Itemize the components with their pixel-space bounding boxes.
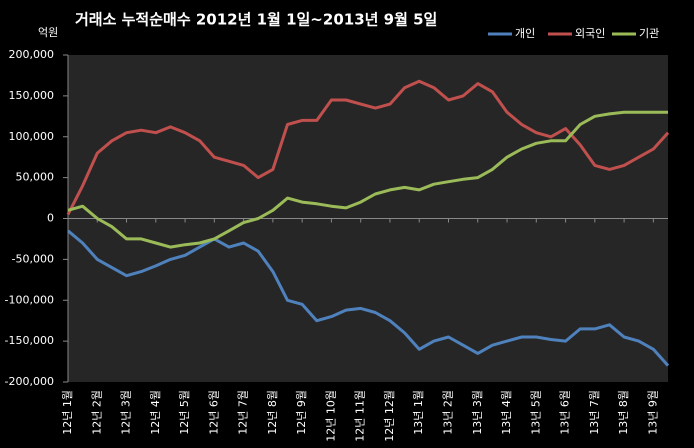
x-tick-label: 13년 9월	[646, 390, 659, 435]
series-line	[66, 79, 670, 216]
x-tick-label: 13년 3월	[471, 390, 484, 435]
x-tick-label: 13년 7월	[588, 390, 601, 435]
y-tick-label: -150,000	[5, 334, 54, 347]
legend-label: 개인	[515, 27, 535, 40]
y-tick-label: 150,000	[9, 89, 55, 102]
legend-label: 외국인	[575, 27, 605, 40]
x-tick-label: 13년 6월	[559, 390, 572, 435]
series-line	[67, 110, 668, 249]
x-tick-label: 12년 8월	[266, 390, 279, 435]
y-tick-label: -200,000	[5, 375, 54, 388]
series-line	[67, 229, 670, 367]
chart-title: 거래소 누적순매수 2012년 1월 1일~2013년 9월 5일	[75, 11, 437, 29]
y-unit: 억원	[38, 26, 58, 39]
y-tick-label: 100,000	[9, 130, 55, 143]
y-tick-label: -50,000	[12, 252, 54, 265]
x-tick-label: 13년 5월	[529, 390, 542, 435]
y-tick-label: 200,000	[9, 48, 55, 61]
x-tick-label: 12년 2월	[90, 390, 103, 435]
x-tick-label: 12년 9월	[295, 390, 308, 435]
y-tick-label: 0	[47, 212, 54, 225]
x-tick-label: 13년 4월	[500, 390, 513, 435]
y-tick-label: 50,000	[16, 171, 55, 184]
x-tick-label: 12년 6월	[207, 390, 220, 435]
x-tick-label: 12년 3월	[120, 390, 133, 435]
x-tick-label: 13년 8월	[617, 390, 630, 435]
x-tick-label: 12년 10월	[324, 390, 337, 442]
legend-label: 기관	[639, 27, 659, 40]
x-tick-label: 12년 12월	[383, 390, 396, 442]
x-tick-label: 12년 5월	[178, 390, 191, 435]
x-tick-label: 13년 2월	[441, 390, 454, 435]
y-tick-label: -100,000	[5, 293, 54, 306]
x-tick-label: 12년 7월	[237, 390, 250, 435]
x-tick-label: 13년 1월	[412, 390, 425, 435]
x-tick-label: 12년 4월	[149, 390, 162, 435]
x-tick-label: 12년 1월	[61, 390, 74, 435]
x-tick-label: 12년 11월	[354, 390, 367, 442]
